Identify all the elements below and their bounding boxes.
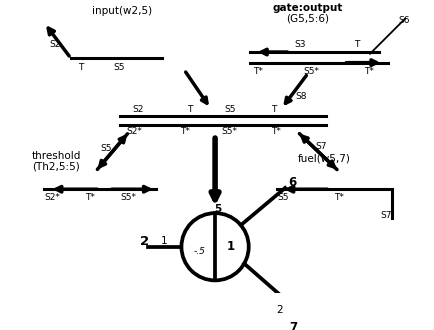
Text: 1: 1 [160,236,167,247]
Text: T*: T* [334,193,344,202]
Text: S8: S8 [295,92,306,101]
Text: (G5,5:6): (G5,5:6) [286,14,329,23]
Text: S2: S2 [49,41,61,49]
Text: S5: S5 [113,63,125,72]
Text: S5*: S5* [120,193,136,202]
Text: S5*: S5* [303,67,319,76]
Text: S5: S5 [224,105,235,114]
Text: T: T [186,105,192,114]
Text: T*: T* [270,127,280,136]
Text: S5*: S5* [221,127,237,136]
Text: fuel(w5,7): fuel(w5,7) [297,153,349,163]
Text: T: T [353,41,358,49]
Text: T*: T* [363,67,373,76]
Text: gate:output: gate:output [272,3,342,13]
Text: S2: S2 [132,105,144,114]
Text: T*: T* [85,193,95,202]
Text: S5: S5 [276,193,288,202]
Text: 2: 2 [276,305,282,314]
Text: input(w2,5): input(w2,5) [92,6,152,16]
Text: S7: S7 [314,142,326,151]
Text: S6: S6 [398,16,409,25]
Text: (Th2,5:5): (Th2,5:5) [32,161,79,171]
Text: T: T [270,105,276,114]
Text: threshold: threshold [32,150,81,161]
Text: S2*: S2* [126,127,142,136]
Text: S5: S5 [100,144,111,153]
Text: 6: 6 [287,176,296,189]
Text: S3: S3 [294,41,306,49]
Text: T*: T* [179,127,189,136]
Text: 1: 1 [227,240,234,253]
Text: 5: 5 [214,204,221,214]
Text: S2*: S2* [44,193,60,202]
Text: T*: T* [253,67,263,76]
Text: -.5: -.5 [193,247,204,256]
Text: T: T [78,63,83,72]
Text: 7: 7 [288,321,296,330]
Text: S7: S7 [380,211,391,220]
Text: 2: 2 [139,235,148,248]
